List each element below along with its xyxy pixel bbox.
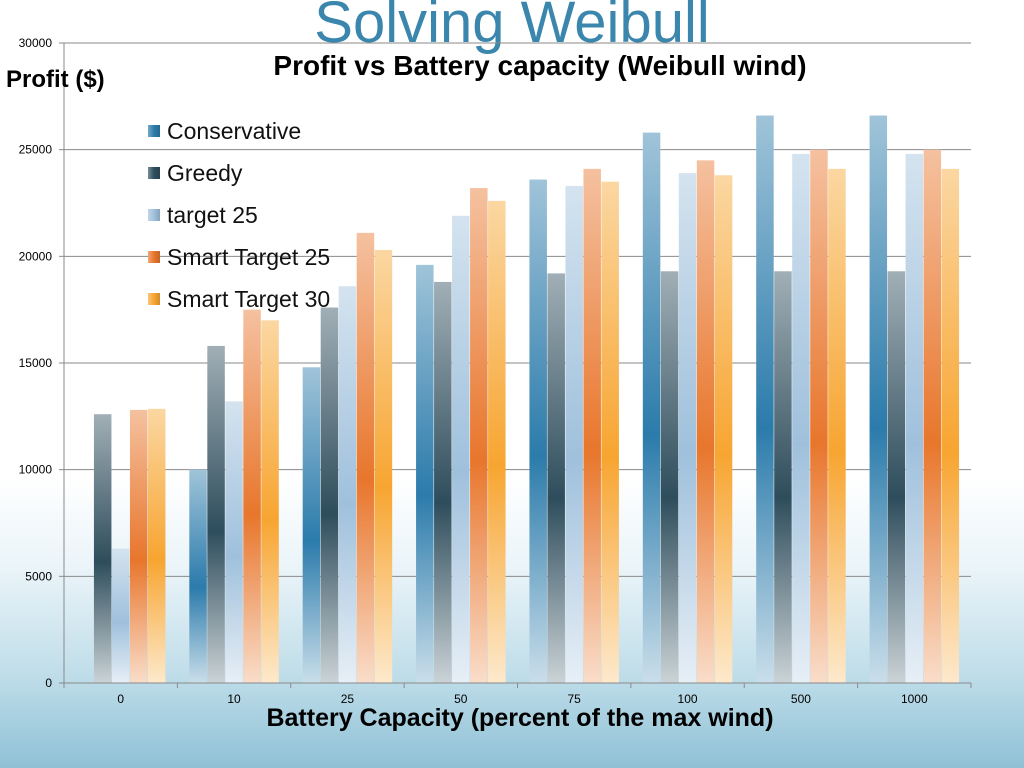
bar-target-25-75 bbox=[565, 185, 583, 683]
bar-target-25-100 bbox=[678, 173, 697, 683]
legend-item-smart-target-30: Smart Target 30 bbox=[148, 278, 330, 320]
legend-swatch-smart-target-25 bbox=[148, 251, 160, 263]
bar-smart-target-30-25 bbox=[374, 249, 393, 683]
bar-target-25-1000 bbox=[905, 153, 924, 683]
y-tick-label-15000: 15000 bbox=[19, 356, 53, 370]
bar-target-25-50 bbox=[452, 215, 470, 684]
x-tick-label-100: 100 bbox=[678, 692, 698, 706]
legend-label-conservative: Conservative bbox=[167, 117, 302, 144]
bar-smart-target-25-25 bbox=[356, 232, 375, 683]
y-tick-label-10000: 10000 bbox=[19, 463, 53, 477]
y-axis-label: Profit ($) bbox=[6, 66, 105, 93]
axes bbox=[59, 42, 972, 688]
bar-conservative-50 bbox=[416, 264, 434, 683]
legend-swatch-conservative bbox=[148, 125, 160, 137]
x-tick-label-1000: 1000 bbox=[901, 692, 928, 706]
bar-smart-target-25-50 bbox=[470, 188, 488, 683]
bar-smart-target-25-500 bbox=[810, 149, 828, 684]
bar-greedy-75 bbox=[547, 273, 565, 683]
bar-target-25-0 bbox=[111, 548, 130, 683]
bar-greedy-10 bbox=[207, 345, 225, 683]
bar-conservative-10 bbox=[189, 469, 207, 683]
bar-smart-target-30-1000 bbox=[941, 168, 960, 683]
bar-greedy-25 bbox=[320, 307, 339, 683]
x-tick-label-500: 500 bbox=[791, 692, 811, 706]
x-tick-label-0: 0 bbox=[117, 692, 124, 706]
legend-swatch-smart-target-30 bbox=[148, 293, 160, 305]
bar-target-25-500 bbox=[792, 153, 810, 683]
legend-label-target-25: target 25 bbox=[167, 201, 258, 228]
chart-title: Profit vs Battery capacity (Weibull wind… bbox=[273, 50, 807, 81]
bar-smart-target-25-1000 bbox=[923, 149, 942, 684]
bar-greedy-0 bbox=[93, 414, 112, 683]
y-tick-label-0: 0 bbox=[45, 676, 52, 690]
y-tick-label-5000: 5000 bbox=[25, 569, 52, 583]
bar-smart-target-30-500 bbox=[828, 168, 846, 683]
legend-label-smart-target-30: Smart Target 30 bbox=[167, 285, 331, 312]
legend-item-greedy: Greedy bbox=[148, 152, 330, 194]
bar-smart-target-25-10 bbox=[243, 309, 261, 683]
bar-conservative-500 bbox=[756, 115, 774, 683]
bar-smart-target-30-10 bbox=[261, 320, 279, 683]
bar-smart-target-25-100 bbox=[696, 160, 715, 683]
legend-swatch-greedy bbox=[148, 167, 160, 179]
bar-target-25-10 bbox=[225, 401, 243, 683]
x-tick-label-50: 50 bbox=[454, 692, 468, 706]
y-tick-label-30000: 30000 bbox=[19, 36, 53, 50]
legend-label-greedy: Greedy bbox=[167, 159, 243, 186]
bar-smart-target-30-50 bbox=[488, 200, 506, 683]
bar-conservative-1000 bbox=[869, 115, 888, 683]
legend-item-target-25: target 25 bbox=[148, 194, 330, 236]
bar-conservative-75 bbox=[529, 179, 547, 683]
tick-labels: 0 5000 10000 15000 20000 25000 30000 0 10 25 50 75 1… bbox=[19, 36, 928, 706]
legend-item-smart-target-25: Smart Target 25 bbox=[148, 236, 330, 278]
bar-greedy-100 bbox=[660, 271, 679, 683]
y-tick-label-25000: 25000 bbox=[19, 143, 53, 157]
legend-swatch-target-25 bbox=[148, 209, 160, 221]
bar-smart-target-25-75 bbox=[583, 168, 601, 683]
legend-item-conservative: Conservative bbox=[148, 110, 330, 152]
x-tick-label-75: 75 bbox=[568, 692, 582, 706]
legend-label-smart-target-25: Smart Target 25 bbox=[167, 243, 331, 270]
x-axis-label: Battery Capacity (percent of the max win… bbox=[266, 704, 774, 732]
bar-conservative-100 bbox=[642, 132, 661, 684]
legend: Conservative Greedy target 25 Smart Targ… bbox=[148, 110, 330, 320]
bar-smart-target-30-75 bbox=[601, 181, 619, 684]
bars bbox=[93, 115, 960, 684]
bar-smart-target-30-100 bbox=[714, 175, 733, 683]
bar-smart-target-25-0 bbox=[129, 409, 148, 683]
x-tick-label-10: 10 bbox=[227, 692, 241, 706]
bar-greedy-50 bbox=[434, 281, 452, 683]
y-tick-label-20000: 20000 bbox=[19, 249, 53, 263]
bar-smart-target-30-0 bbox=[147, 408, 166, 683]
bar-conservative-25 bbox=[302, 367, 321, 683]
bar-greedy-500 bbox=[774, 271, 792, 683]
x-tick-label-25: 25 bbox=[341, 692, 355, 706]
bar-greedy-1000 bbox=[887, 271, 906, 683]
bar-target-25-25 bbox=[338, 286, 357, 683]
